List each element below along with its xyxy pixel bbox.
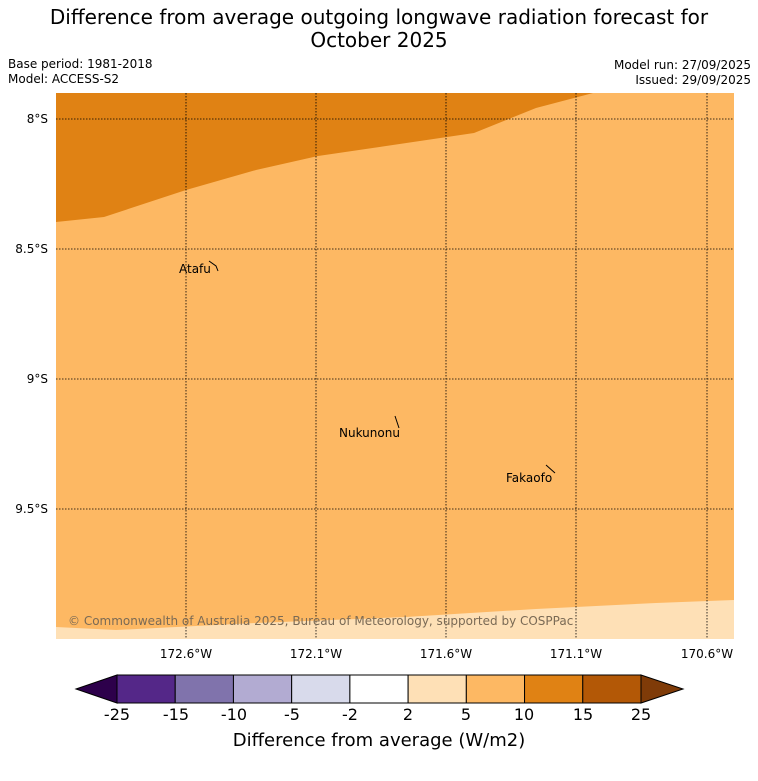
nukunonu-atoll-outline bbox=[394, 415, 400, 429]
colorbar-segments bbox=[116, 674, 642, 704]
colorbar-tick: 15 bbox=[572, 705, 594, 724]
colorbar-tick: -2 bbox=[342, 705, 358, 724]
anomaly-band-2-5 bbox=[56, 600, 734, 639]
place-label-nukunonu: Nukunonu bbox=[339, 426, 400, 440]
lon-label-171-1w: 171.1°W bbox=[549, 647, 603, 661]
colorbar-tick: -15 bbox=[162, 705, 190, 724]
colorbar-segment bbox=[116, 674, 176, 704]
colorbar-tick: 5 bbox=[460, 705, 472, 724]
map-title: Difference from average outgoing longwav… bbox=[0, 6, 758, 52]
title-line-1: Difference from average outgoing longwav… bbox=[49, 5, 709, 29]
copyright-notice: © Commonwealth of Australia 2025, Bureau… bbox=[68, 614, 574, 628]
meta-right: Model run: 27/09/2025 Issued: 29/09/2025 bbox=[614, 58, 751, 88]
title-line-2: October 2025 bbox=[310, 28, 448, 52]
colorbar-segment bbox=[524, 674, 584, 704]
colorbar-segment bbox=[582, 674, 642, 704]
meta-left: Base period: 1981-2018 Model: ACCESS-S2 bbox=[8, 57, 153, 87]
colorbar-segment bbox=[291, 674, 351, 704]
colorbar-segment bbox=[174, 674, 234, 704]
colorbar-segment bbox=[349, 674, 409, 704]
colorbar bbox=[74, 674, 685, 704]
lon-label-170-6w: 170.6°W bbox=[680, 647, 734, 661]
colorbar-segment bbox=[232, 674, 293, 704]
model-run: Model run: 27/09/2025 bbox=[613, 58, 751, 72]
model-name: Model: ACCESS-S2 bbox=[8, 72, 120, 86]
colorbar-segment bbox=[465, 674, 526, 704]
colorbar-underflow-arrow bbox=[74, 674, 118, 704]
colorbar-tick: -25 bbox=[103, 705, 131, 724]
colorbar-tick: 25 bbox=[630, 705, 652, 724]
place-label-fakaofo: Fakaofo bbox=[506, 471, 553, 485]
fakaofo-atoll-outline bbox=[545, 464, 556, 474]
anomaly-band-15-25 bbox=[56, 93, 593, 222]
atoll-outlines bbox=[208, 260, 556, 474]
lon-label-171-6w: 171.6°W bbox=[419, 647, 473, 661]
colorbar-tick: 2 bbox=[402, 705, 414, 724]
lon-label-172-1w: 172.1°W bbox=[289, 647, 343, 661]
lat-label-8-5s: 8.5°S bbox=[15, 242, 48, 256]
lon-label-172-6w: 172.6°W bbox=[159, 647, 213, 661]
lat-label-9-5s: 9.5°S bbox=[15, 502, 48, 516]
colorbar-tick: -10 bbox=[220, 705, 248, 724]
colorbar-segment bbox=[407, 674, 467, 704]
issued-date: Issued: 29/09/2025 bbox=[635, 73, 751, 87]
place-label-atafu: Atafu bbox=[179, 262, 211, 276]
colorbar-label: Difference from average (W/m2) bbox=[232, 730, 526, 751]
lat-label-9s: 9°S bbox=[26, 372, 48, 386]
map-panel: Atafu Nukunonu Fakaofo © Commonwealth of… bbox=[56, 93, 734, 639]
colorbar-tick: 10 bbox=[513, 705, 535, 724]
atafu-atoll-outline bbox=[208, 260, 219, 272]
colorbar-tick: -5 bbox=[284, 705, 300, 724]
colorbar-overflow-arrow bbox=[640, 674, 685, 704]
graticule bbox=[56, 93, 734, 639]
map-canvas bbox=[56, 93, 734, 639]
base-period: Base period: 1981-2018 bbox=[8, 57, 153, 71]
lat-label-8s: 8°S bbox=[26, 112, 48, 126]
